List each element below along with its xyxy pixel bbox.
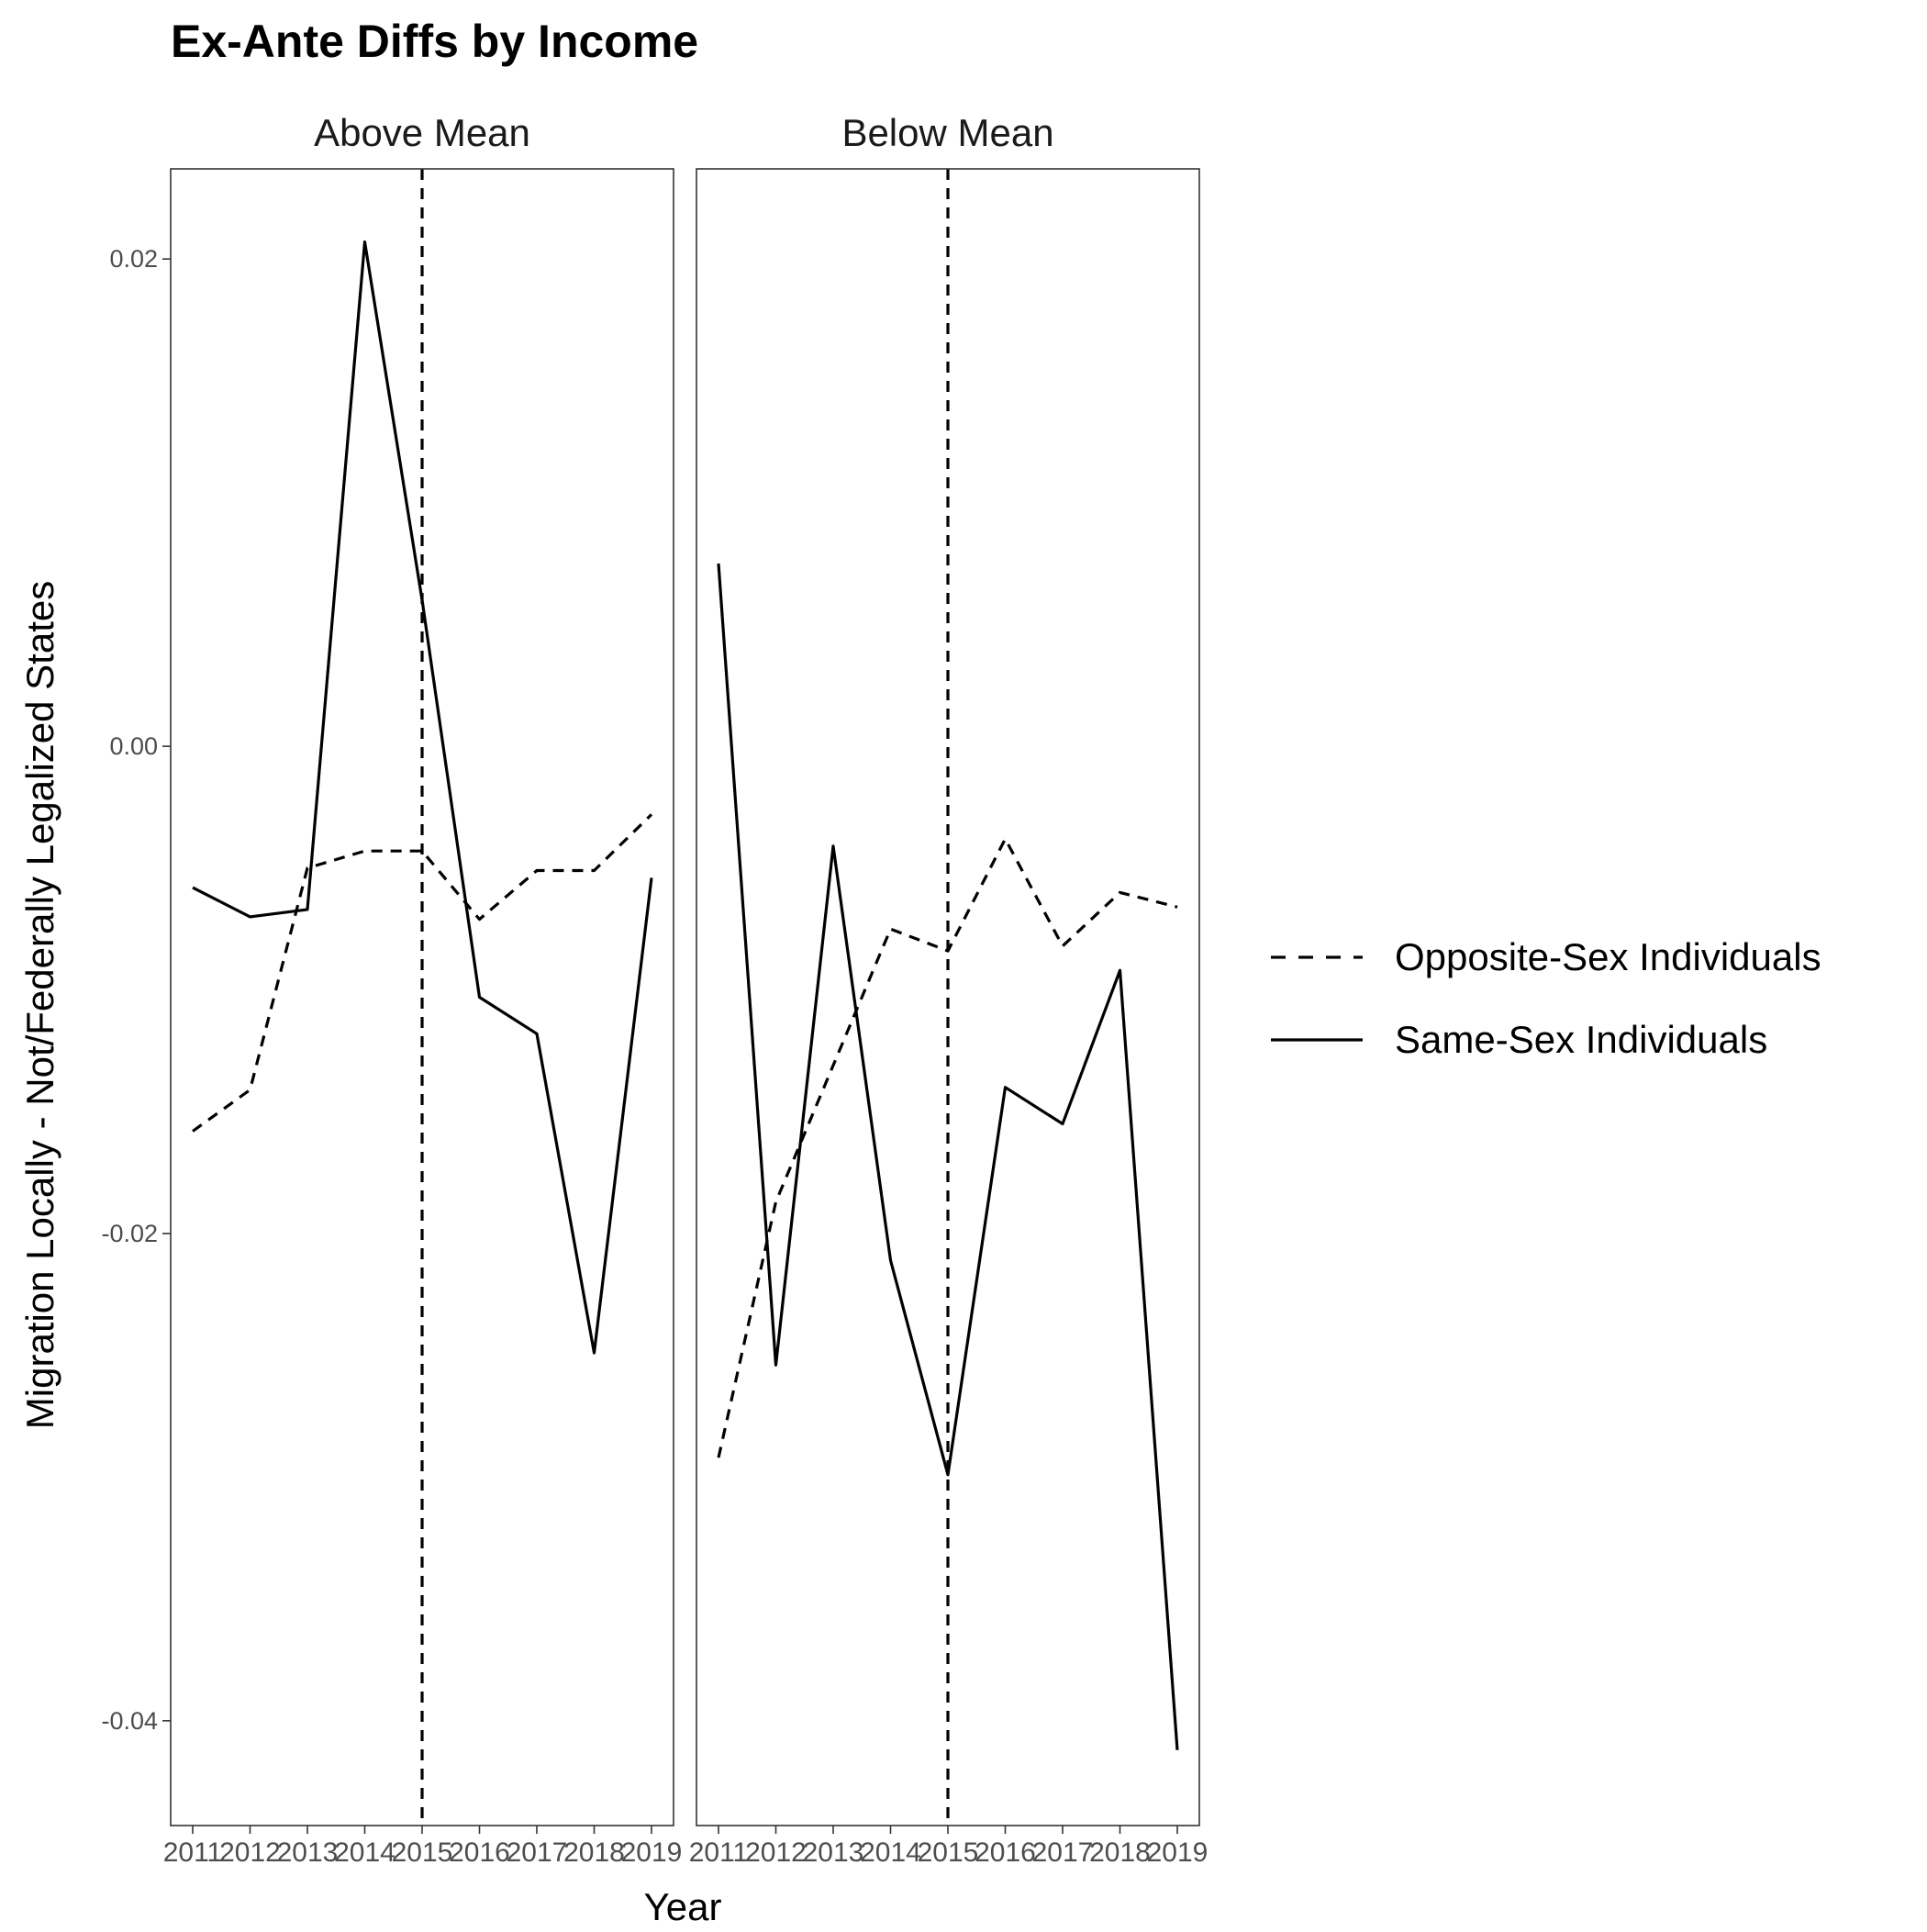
y-tick-label: -0.04 — [101, 1707, 158, 1735]
x-tick-label: 2011 — [163, 1837, 223, 1868]
x-tick-label: 2015 — [392, 1837, 453, 1868]
y-tick-label: 0.00 — [109, 732, 158, 760]
series-line-same-sex — [192, 240, 653, 1355]
x-tick-label: 2014 — [334, 1837, 395, 1868]
x-tick-label: 2019 — [621, 1837, 683, 1868]
x-tick-label: 2012 — [219, 1837, 281, 1868]
x-tick-label: 2012 — [745, 1837, 807, 1868]
y-tick-label: 0.02 — [109, 245, 158, 273]
y-tick-label: -0.02 — [101, 1220, 158, 1247]
x-tick-label: 2011 — [689, 1837, 749, 1868]
legend-label-opposite-sex: Opposite-Sex Individuals — [1395, 935, 1821, 978]
legend-label-same-sex: Same-Sex Individuals — [1395, 1018, 1767, 1061]
x-tick-label: 2018 — [563, 1837, 625, 1868]
x-tick-label: 2016 — [975, 1837, 1036, 1868]
x-tick-label: 2017 — [1032, 1837, 1094, 1868]
x-tick-label: 2014 — [860, 1837, 921, 1868]
x-tick-label: 2019 — [1147, 1837, 1209, 1868]
y-axis-title: Migration Locally - Not/Federally Legali… — [18, 581, 61, 1429]
panel-strip-label: Below Mean — [841, 111, 1053, 154]
series-line-opposite-sex — [192, 813, 653, 1133]
series-line-same-sex — [717, 563, 1179, 1750]
x-tick-label: 2013 — [803, 1837, 864, 1868]
x-tick-label: 2015 — [918, 1837, 979, 1868]
panel-below-mean: Below Mean201120122013201420152016201720… — [689, 111, 1209, 1868]
x-tick-label: 2017 — [507, 1837, 568, 1868]
panel-strip-label: Above Mean — [314, 111, 530, 154]
panels-layer: Above Mean0.020.00-0.02-0.04201120122013… — [101, 111, 1208, 1868]
chart-title: Ex-Ante Diffs by Income — [171, 16, 698, 67]
legend: Opposite-Sex Individuals Same-Sex Individ… — [1271, 935, 1821, 1061]
x-axis-title: Year — [644, 1885, 722, 1927]
panel-above-mean: Above Mean 0.02 0.00 -0.02 -0.04 201120122013… — [101, 111, 682, 1868]
x-tick-label: 2016 — [449, 1837, 510, 1868]
x-tick-label: 2018 — [1089, 1837, 1151, 1868]
x-tick-label: 2013 — [277, 1837, 339, 1868]
series-line-opposite-sex — [717, 837, 1178, 1458]
